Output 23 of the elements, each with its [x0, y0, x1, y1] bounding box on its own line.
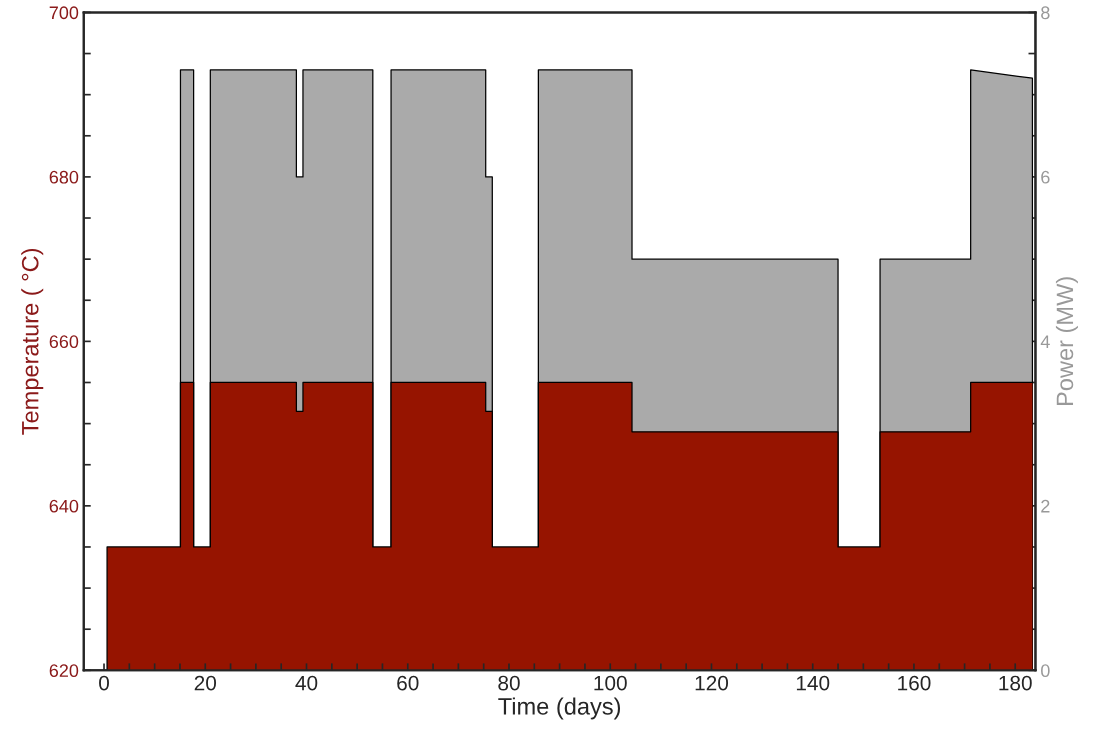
- x-tick-label: 60: [397, 675, 419, 691]
- x-tick-label: 140: [796, 675, 830, 691]
- x-tick-label: 20: [194, 675, 217, 691]
- y2-tick-label: 2: [1041, 499, 1050, 513]
- y-tick-label: 680: [49, 170, 79, 184]
- x-tick-label: 180: [999, 675, 1032, 691]
- y2-tick-label: 8: [1041, 6, 1050, 20]
- y2-tick-label: 0: [1041, 664, 1050, 678]
- x-tick-label: 120: [695, 675, 729, 691]
- x-axis-title: Time (days): [498, 697, 621, 720]
- y2-tick-label: 6: [1041, 170, 1050, 184]
- y-axis-title: Temperature ( °C): [21, 248, 44, 435]
- x-tick-label: 0: [99, 675, 109, 691]
- x-tick-label: 160: [898, 675, 931, 691]
- x-tick-label: 80: [498, 675, 520, 691]
- y2-tick-label: 4: [1040, 335, 1050, 348]
- y2-axis-title: Power (MW): [1055, 277, 1078, 406]
- x-tick-label: 40: [295, 675, 318, 691]
- y-tick-label: 640: [49, 499, 79, 513]
- x-tick-label: 100: [594, 675, 627, 691]
- y-tick-label: 620: [49, 664, 79, 678]
- y-tick-label: 700: [49, 6, 79, 20]
- y-tick-label: 660: [49, 335, 79, 349]
